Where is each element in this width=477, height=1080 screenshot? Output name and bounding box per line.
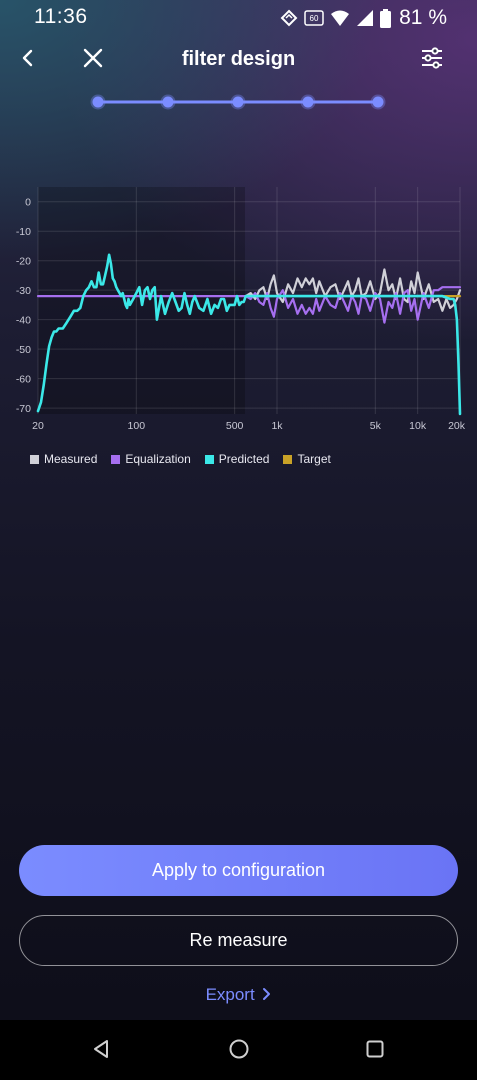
chevron-right-icon (262, 986, 271, 1006)
step-dot (302, 96, 314, 108)
page-title: filter design (181, 48, 296, 70)
signal-icon (356, 9, 374, 27)
status-time: 11:36 (34, 5, 88, 28)
settings-button[interactable] (412, 40, 452, 80)
legend-label: Target (297, 452, 331, 466)
x-tick-label: 100 (128, 420, 146, 432)
legend-item-measured[interactable]: Measured (30, 452, 97, 466)
wifi-icon (330, 9, 350, 27)
progress-stepper (90, 92, 390, 112)
hd-voice-icon: 60 (304, 9, 324, 27)
step-dot (162, 96, 174, 108)
series-line-measured (244, 268, 462, 312)
x-tick-label: 5k (370, 420, 382, 432)
x-tick-label: 500 (226, 420, 244, 432)
legend-label: Equalization (125, 452, 191, 466)
y-tick-label: -40 (16, 315, 31, 327)
apply-button-label: Apply to configuration (151, 860, 326, 880)
frequency-response-chart: 0 -10 -20 -30 -40 -50 -60 -70 20 100 500 1k 5k 10k 20… (0, 170, 477, 480)
apply-to-configuration-button[interactable]: Apply to configuration (19, 845, 458, 896)
battery-icon (380, 8, 392, 28)
close-icon (82, 47, 104, 74)
re-measure-button[interactable]: Re measure (19, 915, 458, 966)
y-tick-label: -30 (16, 285, 31, 297)
legend-swatch (30, 454, 39, 464)
re-measure-button-label: Re measure (189, 930, 288, 950)
legend-item-target[interactable]: Target (283, 452, 331, 466)
header: filter design (0, 40, 477, 80)
legend-swatch (204, 454, 214, 464)
y-tick-label: 0 (25, 197, 31, 209)
svg-text:60: 60 (310, 14, 319, 23)
nav-recents-button[interactable] (361, 1037, 389, 1065)
x-tick-label: 20k (448, 420, 466, 432)
legend-item-equalization[interactable]: Equalization (111, 452, 191, 466)
x-tick-label: 10k (409, 420, 427, 432)
status-icons: 60 81 % (280, 6, 447, 30)
legend-swatch (283, 454, 293, 464)
nav-back-icon (90, 1038, 112, 1065)
system-nav-bar (0, 1020, 477, 1080)
legend-swatch (111, 454, 121, 464)
legend-label: Measured (44, 452, 98, 466)
status-bar: 11:36 60 81 % (0, 0, 477, 34)
x-tick-label: 1k (271, 420, 283, 432)
y-tick-label: -10 (16, 226, 31, 238)
export-link-label: Export (205, 985, 255, 1004)
step-dot (232, 96, 244, 108)
series-line-equalization (36, 286, 462, 324)
nav-recents-icon (364, 1038, 386, 1065)
y-tick-label: -50 (16, 344, 31, 356)
step-dot (372, 96, 384, 108)
chevron-left-icon (18, 48, 38, 73)
legend-label: Predicted (218, 452, 270, 466)
step-dot (92, 96, 104, 108)
y-tick-label: -60 (16, 374, 31, 386)
series-line-predicted (36, 253, 462, 416)
nav-home-icon (228, 1038, 250, 1065)
y-tick-label: -20 (16, 256, 31, 268)
chart-legend: Measured Equalization Predicted Target (30, 452, 331, 466)
export-link[interactable]: Export (0, 985, 477, 1006)
nav-back-button[interactable] (87, 1037, 115, 1065)
y-tick-label: -70 (16, 403, 31, 415)
x-tick-label: 20 (32, 420, 44, 432)
battery-percent: 81 % (399, 6, 447, 29)
data-sync-icon (280, 9, 298, 27)
legend-item-predicted[interactable]: Predicted (204, 452, 270, 466)
back-button[interactable] (8, 40, 48, 80)
nav-home-button[interactable] (225, 1037, 253, 1065)
close-button[interactable] (73, 40, 113, 80)
sliders-icon (420, 46, 444, 74)
